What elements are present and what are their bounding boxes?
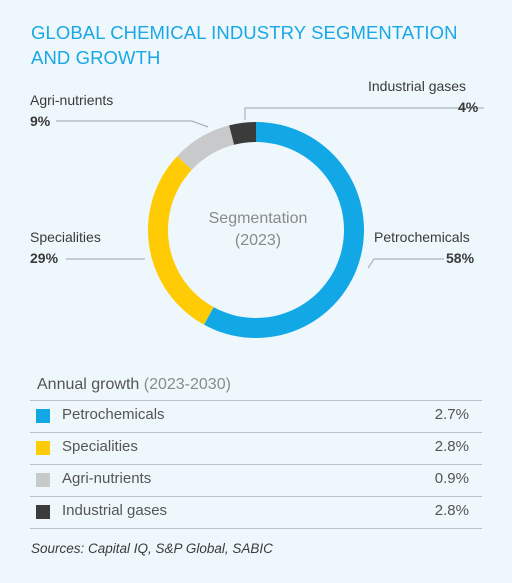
pct-industrial-gases: 4% <box>458 99 479 115</box>
pct-agri-nutrients: 9% <box>30 113 51 129</box>
growth-row-name: Agri-nutrients <box>62 470 152 487</box>
divider <box>30 432 482 433</box>
divider <box>30 400 482 401</box>
swatch-specialities <box>36 441 50 455</box>
donut-chart <box>56 107 484 338</box>
growth-row-name: Petrochemicals <box>62 406 165 423</box>
pct-specialities: 29% <box>30 250 59 266</box>
slice-petrochemicals <box>203 122 364 338</box>
growth-row-value: 2.7% <box>434 406 469 423</box>
divider <box>30 464 482 465</box>
chart-title: GLOBAL CHEMICAL INDUSTRY SEGMENTATION AN… <box>31 22 458 68</box>
growth-table-title: Annual growth (2023-2030) <box>37 376 231 393</box>
slice-specialities <box>148 156 214 325</box>
swatch-agri-nutrients <box>36 473 50 487</box>
growth-row-industrial-gases: Industrial gases 2.8% <box>30 497 482 528</box>
donut-center-title: Segmentation <box>208 210 308 227</box>
source-note: Sources: Capital IQ, S&P Global, SABIC <box>31 541 273 556</box>
growth-row-value: 0.9% <box>434 470 469 487</box>
growth-row-name: Industrial gases <box>62 502 168 519</box>
growth-row-agri-nutrients: Agri-nutrients 0.9% <box>30 465 482 496</box>
divider <box>30 496 482 497</box>
growth-row-petrochemicals: Petrochemicals 2.7% <box>30 401 482 432</box>
swatch-petrochemicals <box>36 409 50 423</box>
leader-petrochemicals <box>367 258 444 269</box>
growth-row-specialities: Specialities 2.8% <box>30 433 482 464</box>
growth-row-value: 2.8% <box>434 502 469 519</box>
pct-petrochemicals: 58% <box>446 250 475 266</box>
label-industrial-gases: Industrial gases <box>368 78 467 94</box>
divider <box>30 528 482 529</box>
swatch-industrial-gases <box>36 505 50 519</box>
label-specialities: Specialities <box>30 229 101 245</box>
leader-industrial-gases <box>244 107 484 120</box>
slice-agri-nutrients <box>177 125 235 170</box>
leader-agri-nutrients <box>56 120 209 128</box>
label-agri-nutrients: Agri-nutrients <box>30 92 114 108</box>
growth-row-value: 2.8% <box>434 438 469 455</box>
label-petrochemicals: Petrochemicals <box>374 229 470 245</box>
donut-center-subtitle: (2023) <box>234 232 282 249</box>
slice-industrial-gases <box>229 122 256 145</box>
growth-row-name: Specialities <box>62 438 138 455</box>
